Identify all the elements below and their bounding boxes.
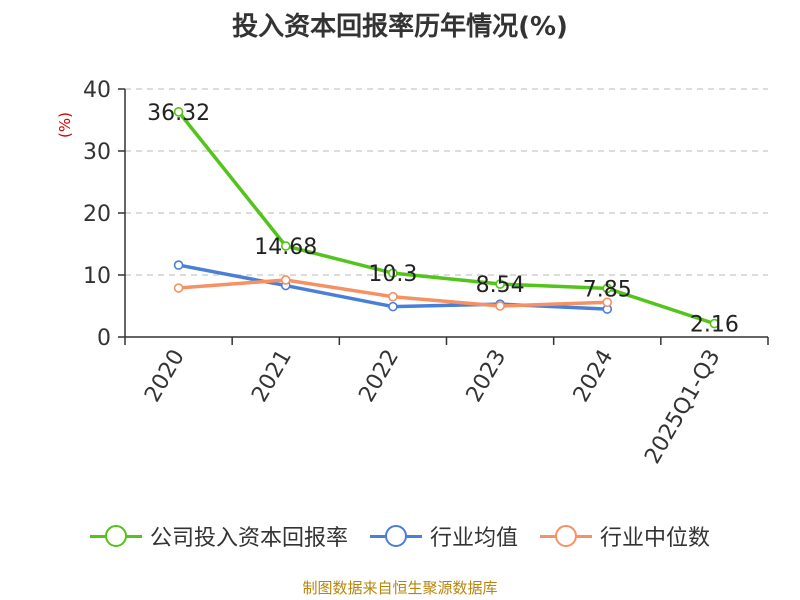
data-point-median [280,275,291,285]
y-tick-label: 30 [83,140,111,165]
data-point-median [495,301,505,311]
x-tick-label: 2020 [140,346,190,407]
data-label: 10.3 [368,262,417,287]
y-tick-label: 40 [83,78,111,103]
series-line-company [177,110,715,326]
legend-item-median[interactable]: 行业中位数 [540,520,710,552]
line-chart: 0 10 20 30 40 (%) 2020 2021 2022 2023 2024 2025Q1-Q… [56,78,769,469]
x-tick-label: 2021 [247,346,297,407]
data-point-median [388,291,398,302]
chart-title: 投入资本回报率历年情况(%) [232,12,568,42]
data-label: 2.16 [690,313,739,338]
legend-swatch-company [89,524,142,548]
y-tick-label: 0 [97,326,111,351]
y-tick-label: 20 [83,202,111,227]
data-point-median [173,283,184,293]
data-label: 7.85 [583,277,632,302]
legend-item-company[interactable]: 公司投入资本回报率 [89,520,348,552]
data-point-company [495,279,505,289]
y-tick-label: 10 [83,264,111,289]
data-source-note: 制图数据来自恒生聚源数据库 [302,579,498,597]
legend-label-company: 公司投入资本回报率 [149,526,348,551]
data-point-company [173,107,184,117]
data-point-company [280,241,291,251]
x-tick-label: 2025Q1-Q3 [640,346,725,469]
legend-swatch-mean [369,524,422,548]
data-point-mean [388,301,398,312]
legend-label-mean: 行业均值 [429,526,518,551]
data-label: 14.68 [254,235,317,260]
x-tick-label: 2023 [462,346,512,407]
x-tick-label: 2024 [569,346,619,407]
legend-item-mean[interactable]: 行业均值 [369,520,518,552]
data-point-company [602,283,613,294]
chart-legend: 公司投入资本回报率 行业均值 行业中位数 [0,516,800,556]
data-point-mean [173,260,184,270]
x-tick-label: 2022 [354,346,404,407]
legend-label-median: 行业中位数 [600,526,711,551]
legend-swatch-median [540,524,592,548]
data-point-company [709,318,720,329]
data-point-median [602,297,613,308]
data-label: 36.32 [147,101,210,126]
y-axis-label: (%) [56,112,74,138]
data-point-company [388,268,398,278]
data-label: 8.54 [476,273,525,298]
